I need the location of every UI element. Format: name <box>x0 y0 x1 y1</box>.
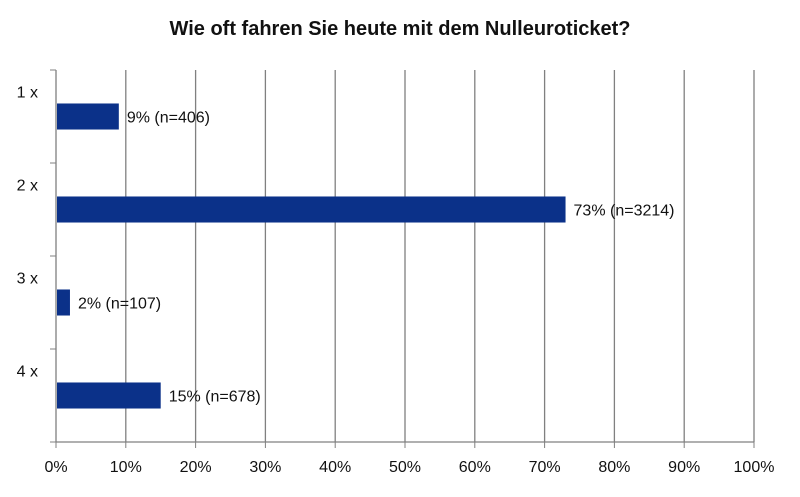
x-tick-label: 0% <box>44 459 67 476</box>
x-tick-label: 100% <box>734 459 775 476</box>
data-label: 2% (n=107) <box>78 296 161 313</box>
x-tick-label: 20% <box>180 459 212 476</box>
bars <box>57 103 566 409</box>
bar <box>57 103 119 130</box>
bar <box>57 196 566 223</box>
category-label: 4 x <box>17 364 38 381</box>
category-label: 2 x <box>17 178 38 195</box>
category-label: 3 x <box>17 271 38 288</box>
x-tick-label: 60% <box>459 459 491 476</box>
x-tick-label: 70% <box>529 459 561 476</box>
x-tick-label: 30% <box>249 459 281 476</box>
x-tick-label: 10% <box>110 459 142 476</box>
labels: 0% 10% 20% 30% 40% 50% 60% 70% 80% 90% 100% 1 x 9% (… <box>17 85 775 477</box>
x-tick-label: 90% <box>668 459 700 476</box>
bar <box>57 382 161 409</box>
x-tick-label: 40% <box>319 459 351 476</box>
bar <box>57 289 70 316</box>
gridlines <box>125 70 755 442</box>
data-label: 9% (n=406) <box>127 110 210 127</box>
data-label: 15% (n=678) <box>169 389 261 406</box>
category-label: 1 x <box>17 85 38 102</box>
x-tick-label: 50% <box>389 459 421 476</box>
data-label: 73% (n=3214) <box>574 203 675 220</box>
x-tick-label: 80% <box>598 459 630 476</box>
axes <box>50 69 755 448</box>
chart-title: Wie oft fahren Sie heute mit dem Nulleur… <box>169 18 631 40</box>
